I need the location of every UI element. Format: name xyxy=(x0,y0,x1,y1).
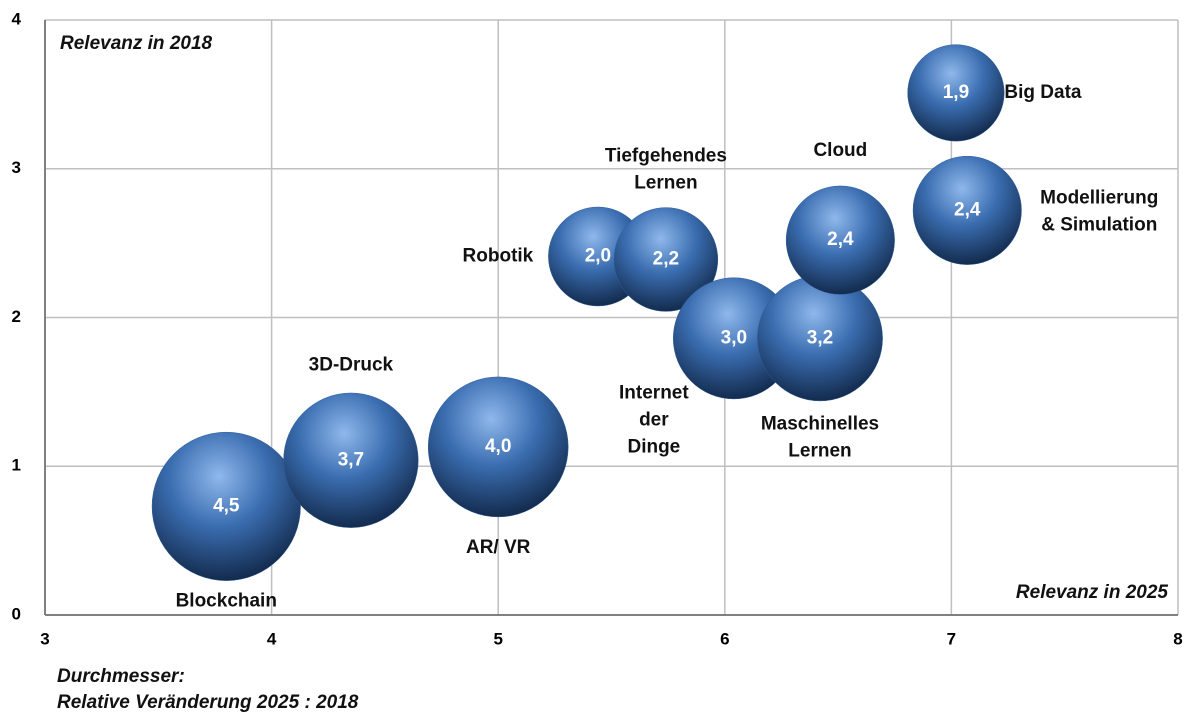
x-tick-label: 6 xyxy=(720,629,729,648)
y-tick-label: 0 xyxy=(12,604,21,623)
point-label: AR/ VR xyxy=(466,537,531,558)
y-tick-label: 2 xyxy=(12,307,21,326)
point-label: 3D-Druck xyxy=(309,354,394,375)
x-tick-label: 7 xyxy=(947,629,956,648)
bubble xyxy=(785,185,895,295)
value-label: 2,4 xyxy=(827,229,854,250)
plot: 4,5 3,7 4,0 2,0 2,2 3,0 3,2 2,4 1,9 2,4 Blockchain… xyxy=(151,44,1158,611)
value-label: 2,2 xyxy=(653,249,679,270)
bubble xyxy=(151,431,301,581)
size-note: Durchmesser: xyxy=(57,666,185,687)
y-axis-annotation: Relevanz in 2018 xyxy=(60,33,213,54)
point-label: Blockchain xyxy=(176,590,277,611)
y-tick-label: 1 xyxy=(12,456,21,475)
x-axis-annotation: Relevanz in 2025 xyxy=(1016,582,1169,603)
value-label: 4,5 xyxy=(213,495,240,516)
x-tick-label: 4 xyxy=(267,629,277,648)
point-label: Cloud xyxy=(813,140,867,161)
value-label: 3,0 xyxy=(721,327,747,348)
x-tick-label: 3 xyxy=(40,629,49,648)
bubble xyxy=(912,155,1022,265)
value-label: 4,0 xyxy=(485,436,511,457)
bubble xyxy=(907,44,1005,142)
size-note: Relative Veränderung 2025 : 2018 xyxy=(57,692,359,713)
bubble xyxy=(427,376,569,518)
value-label: 2,0 xyxy=(585,246,611,267)
value-label: 1,9 xyxy=(943,82,969,103)
point-label: & Simulation xyxy=(1041,214,1157,235)
value-label: 3,2 xyxy=(807,327,833,348)
point-label: Modellierung xyxy=(1040,187,1158,208)
point-label: Big Data xyxy=(1004,82,1082,103)
x-tick-label: 5 xyxy=(493,629,502,648)
value-label: 3,7 xyxy=(338,449,364,470)
bubble xyxy=(613,207,719,312)
point-label: Lernen xyxy=(788,440,851,461)
point-label: der xyxy=(639,409,669,430)
y-tick-label: 4 xyxy=(12,9,22,28)
point-label: Tiefgehendes xyxy=(605,146,727,167)
point-label: Maschinelles xyxy=(761,413,879,434)
value-label: 2,4 xyxy=(954,199,981,220)
y-tick-label: 3 xyxy=(12,158,21,177)
point-label: Dinge xyxy=(627,436,680,457)
bubble xyxy=(283,392,419,528)
point-label: Robotik xyxy=(463,246,534,267)
point-label: Lernen xyxy=(634,173,697,194)
x-tick-label: 8 xyxy=(1173,629,1182,648)
point-label: Internet xyxy=(619,382,689,403)
